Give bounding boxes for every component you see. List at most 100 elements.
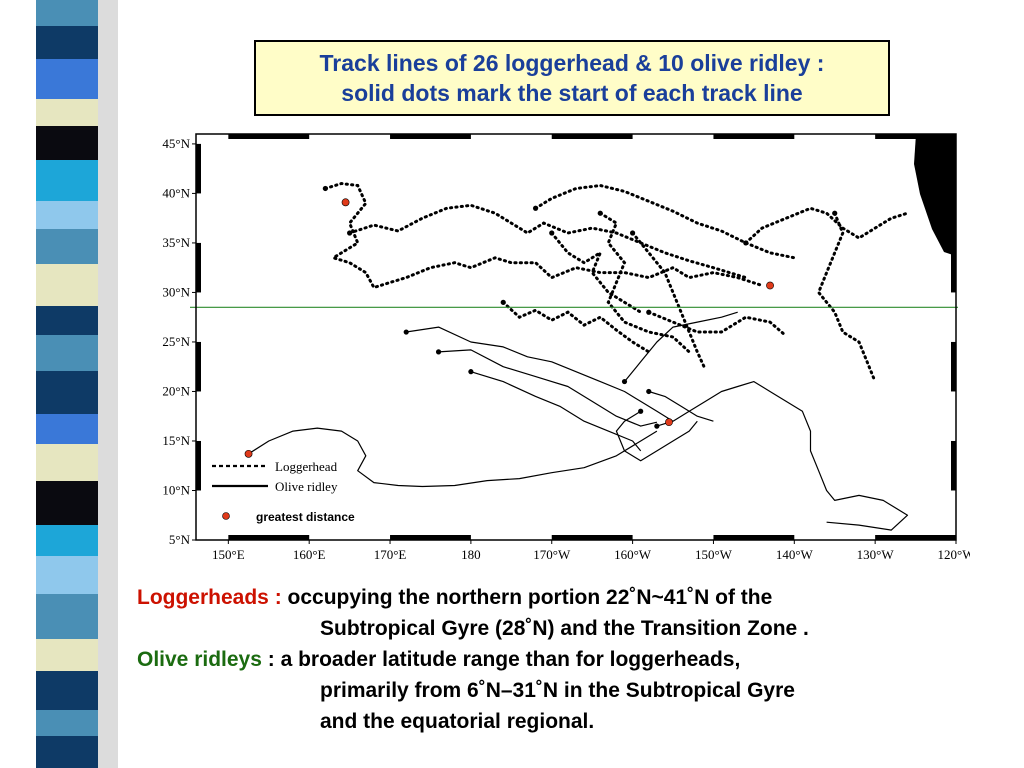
map-legend: Loggerhead Olive ridley greatest distanc… bbox=[212, 459, 355, 524]
frame-bar-right bbox=[951, 143, 956, 194]
slide-title-line-1: Track lines of 26 loggerhead & 10 olive … bbox=[319, 50, 825, 76]
loggerhead-start-dot bbox=[500, 299, 506, 305]
greatest-distance-marker bbox=[665, 418, 673, 427]
stripe-segment bbox=[36, 444, 98, 481]
decorative-stripe-bar bbox=[36, 0, 118, 768]
frame-bar-top bbox=[390, 134, 471, 139]
stripe-segment bbox=[36, 414, 98, 444]
frame-bar-top bbox=[228, 134, 310, 139]
olive-ridley-track bbox=[624, 311, 738, 382]
legend-marker-dot bbox=[222, 512, 230, 520]
olive-ridley-start-dot bbox=[638, 408, 644, 414]
olive-ridley-start-dot bbox=[646, 388, 652, 395]
olive-ridley-start-dot bbox=[435, 349, 442, 355]
note-olive-separator: : bbox=[261, 648, 281, 671]
frame-bar-left bbox=[196, 440, 201, 491]
loggerhead-track bbox=[647, 310, 788, 338]
note-loggerheads-line-2: Subtropical Gyre (28˚N) and the Transiti… bbox=[320, 617, 809, 640]
stripe-segment bbox=[36, 736, 98, 768]
lon-tick-label: 140°W bbox=[776, 547, 814, 562]
tracks-layer bbox=[244, 181, 909, 531]
stripe-segment bbox=[36, 335, 98, 371]
frame-bar-bottom bbox=[390, 535, 471, 540]
slide-title-box: Track lines of 26 loggerhead & 10 olive … bbox=[254, 40, 890, 116]
stripe-segment bbox=[36, 639, 98, 671]
olive-ridley-start-dot bbox=[468, 369, 474, 375]
olive-ridley-track bbox=[656, 381, 909, 531]
stripe-segment bbox=[36, 201, 98, 229]
lat-tick-label: 30°N bbox=[162, 284, 190, 299]
olive-ridley-start-dot bbox=[403, 329, 409, 335]
lon-tick-label: 160°E bbox=[293, 547, 326, 562]
stripe-shadow bbox=[98, 0, 118, 768]
note-olive-line-2: primarily from 6˚N–31˚N in the Subtropic… bbox=[320, 679, 795, 702]
loggerhead-start-dot bbox=[549, 230, 555, 236]
stripe-segment bbox=[36, 556, 98, 594]
loggerhead-start-dot bbox=[532, 205, 539, 211]
olive-ridley-track bbox=[615, 410, 698, 462]
frame-bar-bottom bbox=[228, 535, 310, 540]
lat-tick-label: 35°N bbox=[162, 235, 190, 250]
lat-tick-label: 20°N bbox=[162, 383, 190, 398]
loggerhead-track bbox=[348, 203, 748, 280]
stripe-segment bbox=[36, 160, 98, 201]
lon-tick-label: 150°E bbox=[212, 547, 245, 562]
lon-tick-label: 130°W bbox=[857, 547, 895, 562]
loggerhead-start-dot bbox=[832, 210, 838, 216]
slide-title-line-2: solid dots mark the start of each track … bbox=[341, 80, 803, 106]
land-mass bbox=[914, 134, 956, 256]
lon-tick-label: 150°W bbox=[695, 547, 733, 562]
stripe-segment bbox=[36, 26, 98, 59]
stripe-segment bbox=[36, 671, 98, 710]
olive-ridley-start-dot bbox=[654, 423, 660, 429]
loggerhead-start-dot bbox=[597, 210, 603, 216]
note-loggerheads-row: Loggerheads : occupying the northern por… bbox=[137, 582, 1017, 613]
frame-bar-left bbox=[196, 341, 201, 392]
frame-bar-left bbox=[196, 242, 201, 293]
olive-ridley-track bbox=[470, 371, 642, 452]
loggerhead-track bbox=[816, 211, 877, 384]
frame-bar-bottom bbox=[551, 535, 633, 540]
frame-bar-right bbox=[951, 341, 956, 392]
frame-bar-bottom bbox=[875, 535, 956, 540]
stripe-segment bbox=[36, 525, 98, 556]
note-olive-label: Olive ridleys bbox=[137, 648, 262, 671]
stripe-segment bbox=[36, 0, 98, 26]
lon-tick-label: 120°W bbox=[938, 547, 970, 562]
frame-bar-top bbox=[713, 134, 795, 139]
frame-bar-right bbox=[951, 440, 956, 491]
loggerhead-start-dot bbox=[743, 240, 749, 246]
lon-tick-label: 180 bbox=[461, 547, 481, 562]
stripe-segment bbox=[36, 594, 98, 639]
lon-tick-label: 170°E bbox=[374, 547, 407, 562]
loggerhead-track bbox=[631, 231, 707, 372]
olive-ridley-track bbox=[406, 326, 674, 422]
loggerhead-track bbox=[501, 300, 651, 354]
frame-bar-left bbox=[196, 143, 201, 194]
loggerhead-track bbox=[534, 183, 796, 260]
legend-marker-label: greatest distance bbox=[256, 510, 355, 524]
loggerhead-start-dot bbox=[629, 230, 636, 236]
frame-bar-right bbox=[951, 242, 956, 293]
loggerhead-start-dot bbox=[322, 185, 328, 192]
turtle-track-map: 45°N 40°N 35°N 30°N 25°N 20°N 15°N 10°N 5°N 150°E… bbox=[162, 133, 970, 562]
stripe-segment bbox=[36, 371, 98, 414]
legend-loggerhead-label: Loggerhead bbox=[275, 459, 338, 474]
lon-tick-label: 160°W bbox=[614, 547, 652, 562]
lat-tick-label: 10°N bbox=[162, 482, 190, 497]
lat-tick-label: 15°N bbox=[162, 433, 190, 448]
frame-bar-top bbox=[875, 134, 956, 139]
stripe-segment bbox=[36, 306, 98, 335]
stripe-segment bbox=[36, 99, 98, 126]
lat-tick-label: 25°N bbox=[162, 334, 190, 349]
greatest-distance-marker bbox=[341, 198, 350, 207]
lat-tick-label: 45°N bbox=[162, 136, 190, 151]
stripe-segment bbox=[36, 229, 98, 264]
loggerhead-track bbox=[744, 206, 909, 245]
olive-ridley-start-dot bbox=[621, 378, 628, 385]
frame-bar-top bbox=[551, 134, 633, 139]
stripe-segment bbox=[36, 264, 98, 306]
lon-tick-label: 170°W bbox=[533, 547, 571, 562]
frame-bar-bottom bbox=[713, 535, 795, 540]
olive-ridley-track bbox=[438, 349, 658, 427]
